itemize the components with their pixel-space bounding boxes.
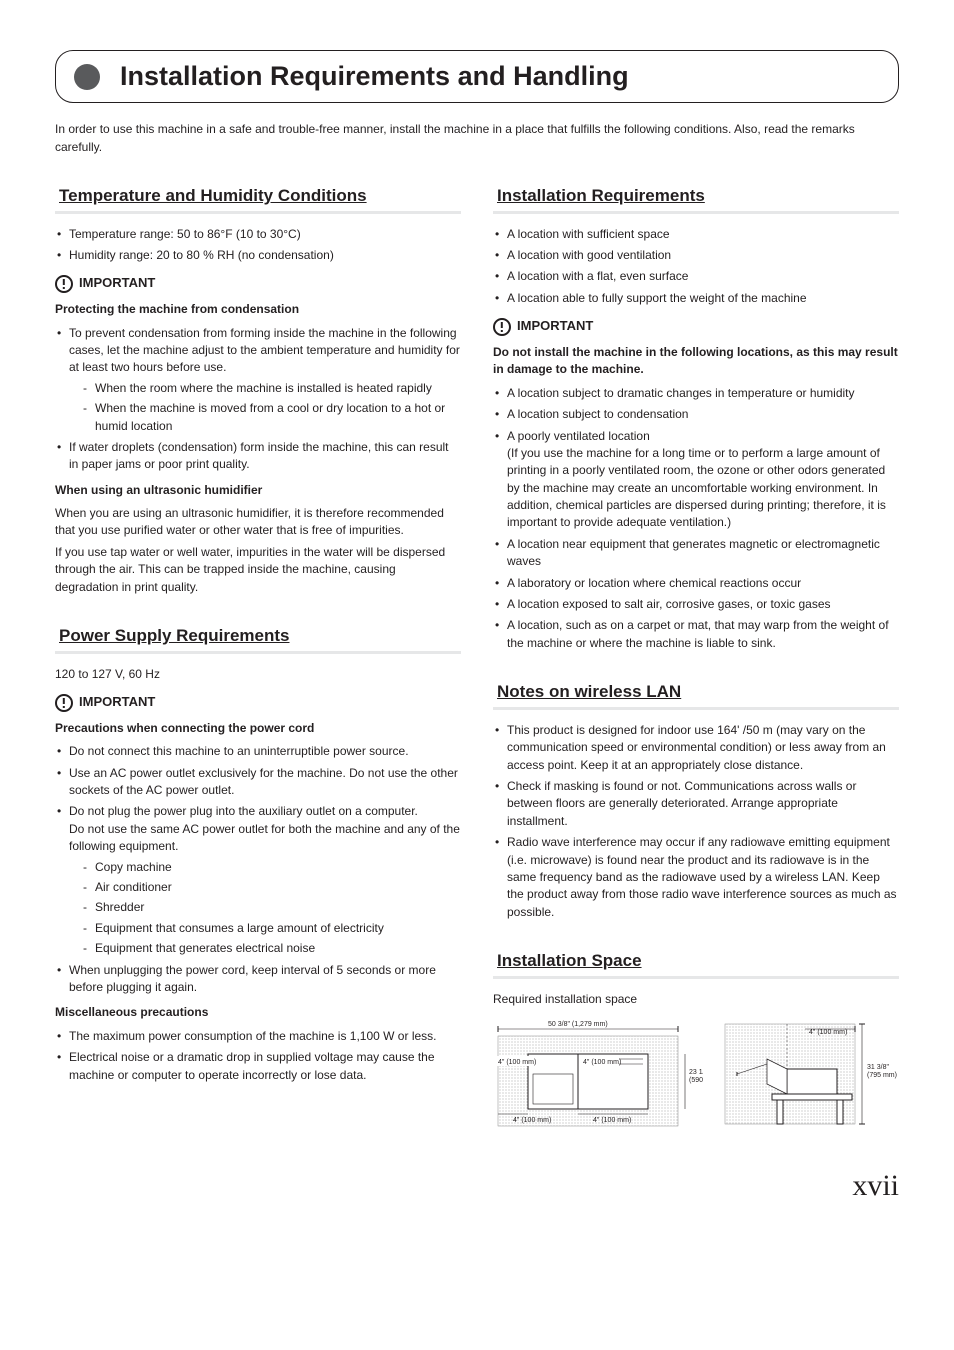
- subheading: Protecting the machine from condensation: [55, 301, 461, 318]
- list-item: A location with sufficient space: [493, 226, 899, 243]
- right-column: Installation Requirements A location wit…: [493, 178, 899, 1134]
- list-item-text: Do not plug the power plug into the auxi…: [69, 804, 418, 818]
- list-item-text: A poorly ventilated location: [507, 429, 650, 443]
- section-heading-wlan: Notes on wireless LAN: [493, 678, 899, 710]
- important-icon: [55, 694, 73, 712]
- avoid-list: A location subject to dramatic changes i…: [493, 385, 899, 652]
- dim-label: (795 mm): [867, 1072, 897, 1079]
- req-list: A location with sufficient space A locat…: [493, 226, 899, 308]
- dim-label: 4" (100 mm): [809, 1029, 847, 1036]
- list-item-text: Do not use the same AC power outlet for …: [69, 822, 460, 853]
- list-item: Temperature range: 50 to 86°F (10 to 30°…: [55, 226, 461, 243]
- header-dot-icon: [74, 64, 100, 90]
- list-item: To prevent condensation from forming ins…: [55, 325, 461, 435]
- list-item: When the room where the machine is insta…: [81, 380, 461, 397]
- list-item: Check if masking is found or not. Commun…: [493, 778, 899, 830]
- list-item: Do not plug the power plug into the auxi…: [55, 803, 461, 957]
- body-text: 120 to 127 V, 60 Hz: [55, 666, 461, 683]
- list-item: Equipment that generates electrical nois…: [81, 940, 461, 957]
- misc-list: The maximum power consumption of the mac…: [55, 1028, 461, 1084]
- list-item: A location subject to dramatic changes i…: [493, 385, 899, 402]
- wlan-list: This product is designed for indoor use …: [493, 722, 899, 921]
- list-item: A laboratory or location where chemical …: [493, 575, 899, 592]
- list-item: A location exposed to salt air, corrosiv…: [493, 596, 899, 613]
- list-item: Electrical noise or a dramatic drop in s…: [55, 1049, 461, 1084]
- page-header: Installation Requirements and Handling: [55, 50, 899, 103]
- list-item: Air conditioner: [81, 879, 461, 896]
- list-item-text: To prevent condensation from forming ins…: [69, 326, 460, 375]
- content-columns: Temperature and Humidity Conditions Temp…: [55, 178, 899, 1134]
- subheading: Miscellaneous precautions: [55, 1004, 461, 1021]
- section-heading-requirements: Installation Requirements: [493, 182, 899, 214]
- dim-label: 31 3/8": [867, 1064, 889, 1071]
- list-item: When the machine is moved from a cool or…: [81, 400, 461, 435]
- section-heading-space: Installation Space: [493, 947, 899, 979]
- dim-label: (590 mm): [689, 1077, 703, 1084]
- dim-label: 23 1/4": [689, 1069, 703, 1076]
- important-label: IMPORTANT: [517, 317, 593, 336]
- important-icon: [493, 318, 511, 336]
- list-item: A location near equipment that generates…: [493, 536, 899, 571]
- dim-label: 4" (100 mm): [593, 1117, 631, 1124]
- list-item: A location able to fully support the wei…: [493, 290, 899, 307]
- power-list: Do not connect this machine to an uninte…: [55, 743, 461, 996]
- dim-label: 4" (100 mm): [498, 1059, 536, 1066]
- list-item: A location with good ventilation: [493, 247, 899, 264]
- body-text: If you use tap water or well water, impu…: [55, 544, 461, 596]
- installation-diagrams: 50 3/8" (1,279 mm) 4" (100 mm) 4" (100 m…: [493, 1014, 899, 1134]
- side-view-diagram: 4" (100 mm) 31 3/8" (795 mm): [717, 1014, 897, 1134]
- condensation-list: To prevent condensation from forming ins…: [55, 325, 461, 474]
- body-text: Required installation space: [493, 991, 899, 1008]
- important-label: IMPORTANT: [79, 274, 155, 293]
- sub-list: When the room where the machine is insta…: [81, 380, 461, 435]
- body-text: When you are using an ultrasonic humidif…: [55, 505, 461, 540]
- list-item: Humidity range: 20 to 80 % RH (no conden…: [55, 247, 461, 264]
- left-column: Temperature and Humidity Conditions Temp…: [55, 178, 461, 1134]
- page-title: Installation Requirements and Handling: [120, 57, 629, 96]
- list-item: A poorly ventilated location (If you use…: [493, 428, 899, 532]
- subheading: When using an ultrasonic humidifier: [55, 482, 461, 499]
- top-view-diagram: 50 3/8" (1,279 mm) 4" (100 mm) 4" (100 m…: [493, 1014, 703, 1134]
- sub-list: Copy machine Air conditioner Shredder Eq…: [81, 859, 461, 958]
- subheading: Precautions when connecting the power co…: [55, 720, 461, 737]
- list-item: Use an AC power outlet exclusively for t…: [55, 765, 461, 800]
- intro-text: In order to use this machine in a safe a…: [55, 121, 899, 156]
- section-heading-power: Power Supply Requirements: [55, 622, 461, 654]
- list-item: Equipment that consumes a large amount o…: [81, 920, 461, 937]
- important-callout: IMPORTANT: [493, 317, 899, 336]
- list-item: The maximum power consumption of the mac…: [55, 1028, 461, 1045]
- list-item-text: (If you use the machine for a long time …: [507, 446, 886, 530]
- list-item: If water droplets (condensation) form in…: [55, 439, 461, 474]
- important-icon: [55, 275, 73, 293]
- dim-label: 4" (100 mm): [513, 1117, 551, 1124]
- list-item: A location with a flat, even surface: [493, 268, 899, 285]
- temp-list: Temperature range: 50 to 86°F (10 to 30°…: [55, 226, 461, 265]
- list-item: When unplugging the power cord, keep int…: [55, 962, 461, 997]
- important-callout: IMPORTANT: [55, 274, 461, 293]
- subheading: Do not install the machine in the follow…: [493, 344, 899, 379]
- important-label: IMPORTANT: [79, 693, 155, 712]
- list-item: Copy machine: [81, 859, 461, 876]
- list-item: Radio wave interference may occur if any…: [493, 834, 899, 921]
- important-callout: IMPORTANT: [55, 693, 461, 712]
- list-item: Do not connect this machine to an uninte…: [55, 743, 461, 760]
- page-number: xvii: [55, 1164, 899, 1208]
- dim-label: 50 3/8" (1,279 mm): [548, 1021, 608, 1028]
- list-item: Shredder: [81, 899, 461, 916]
- list-item: This product is designed for indoor use …: [493, 722, 899, 774]
- dim-label: 4" (100 mm): [583, 1059, 621, 1066]
- section-heading-temperature: Temperature and Humidity Conditions: [55, 182, 461, 214]
- list-item: A location subject to condensation: [493, 406, 899, 423]
- list-item: A location, such as on a carpet or mat, …: [493, 617, 899, 652]
